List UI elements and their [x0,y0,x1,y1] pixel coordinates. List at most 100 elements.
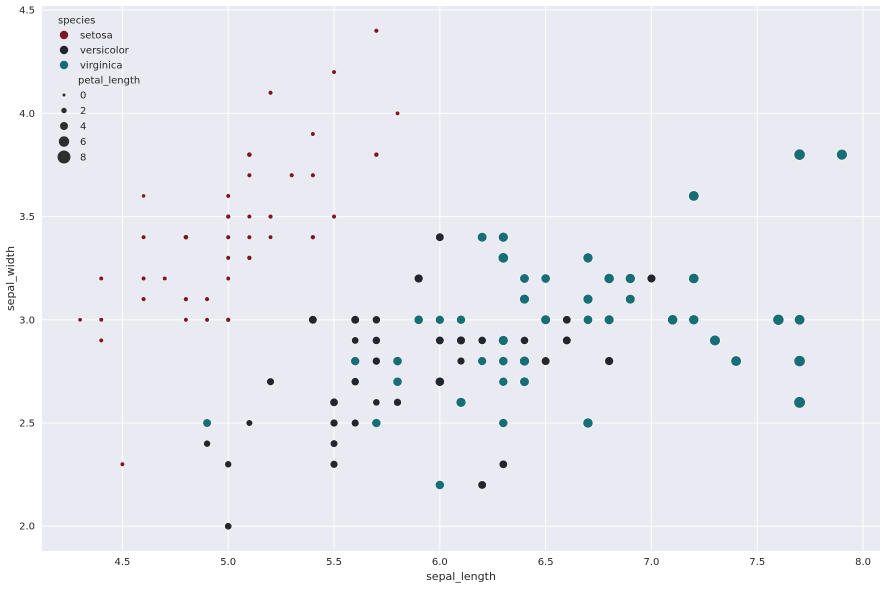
point-versicolor [477,335,487,345]
point-virginica [603,314,615,325]
point-versicolor [350,315,360,325]
point-virginica [624,273,636,284]
legend-size-marker [61,107,67,114]
point-versicolor [329,460,339,469]
point-setosa [98,317,104,323]
point-versicolor [371,336,381,345]
point-setosa [394,110,401,116]
point-versicolor [540,356,551,366]
legend-size-label: 4 [80,122,86,133]
point-virginica [202,418,212,428]
point-versicolor [350,418,360,428]
point-setosa [140,296,147,302]
y-tick-label: 3.0 [19,315,35,326]
x-tick-label: 7.5 [749,557,765,568]
legend-size-label: 6 [80,137,86,148]
point-virginica [498,335,509,346]
point-versicolor [604,356,614,366]
point-virginica [709,334,721,347]
point-virginica [582,417,594,429]
legend-size-marker [58,136,70,147]
point-versicolor [266,377,275,386]
point-virginica [498,376,509,387]
legend-label-virginica: virginica [80,61,123,72]
point-versicolor [393,398,402,407]
point-setosa [246,213,253,220]
point-virginica [519,355,530,367]
point-setosa [267,89,274,96]
point-setosa [204,317,210,323]
point-versicolor [372,398,381,407]
point-setosa [225,193,231,199]
y-tick-label: 2.5 [19,419,35,430]
point-versicolor [456,335,466,346]
x-tick-label: 6.5 [538,557,554,568]
point-setosa [162,275,168,282]
legend-hue-title: species [58,16,95,27]
point-virginica [836,148,848,161]
point-versicolor [203,439,211,448]
point-versicolor [435,232,445,242]
point-virginica [477,356,487,366]
point-versicolor [350,377,360,387]
point-virginica [540,273,551,284]
point-versicolor [329,439,339,448]
point-virginica [434,480,445,490]
point-setosa [183,317,189,323]
point-setosa [373,28,380,34]
x-tick-labels: 4.5 5.0 5.5 6.0 6.5 7.0 7.5 8.0 [114,557,871,568]
x-tick-label: 7.0 [644,557,660,568]
point-virginica [582,293,594,305]
x-tick-label: 8.0 [855,557,871,568]
point-setosa [331,213,337,220]
plot-background [42,6,880,551]
point-virginica [688,272,700,285]
point-setosa [140,234,147,240]
point-setosa [288,172,295,179]
point-virginica [667,314,679,326]
point-virginica [794,314,806,326]
legend-marker-versicolor [59,45,69,55]
point-virginica [519,293,530,305]
y-tick-label: 4.5 [19,6,35,17]
point-virginica [730,355,742,367]
point-setosa [246,172,253,179]
point-virginica [455,397,467,408]
point-virginica [498,231,509,243]
point-setosa [225,275,231,282]
point-setosa [183,296,189,302]
legend-marker-setosa [59,30,69,40]
y-tick-label: 2.0 [19,522,35,533]
point-virginica [688,314,700,326]
y-tick-label: 4.0 [19,109,35,120]
point-virginica [392,376,403,387]
point-virginica [392,356,403,367]
point-setosa [246,151,253,158]
point-virginica [603,273,615,284]
point-virginica [582,314,593,325]
point-versicolor [435,335,445,346]
legend-size-title: petal_length [78,76,140,87]
point-virginica [540,314,551,325]
point-setosa [225,213,232,220]
legend-label-setosa: setosa [80,31,113,42]
point-setosa [98,275,104,282]
point-versicolor [562,315,572,325]
x-tick-label: 6.0 [432,557,448,568]
point-virginica [582,252,594,264]
legend-size-marker [62,93,66,97]
point-virginica [625,293,636,305]
point-versicolor [371,315,381,325]
point-versicolor [562,335,572,346]
point-setosa [310,172,316,179]
point-versicolor [351,336,360,345]
y-axis-label: sepal_width [4,246,17,311]
legend-size-marker [57,150,71,164]
point-virginica [497,252,509,264]
point-versicolor [456,356,466,366]
x-tick-label: 4.5 [114,557,130,568]
point-versicolor [434,376,445,387]
legend-size-label: 2 [80,106,86,117]
point-setosa [310,234,316,241]
